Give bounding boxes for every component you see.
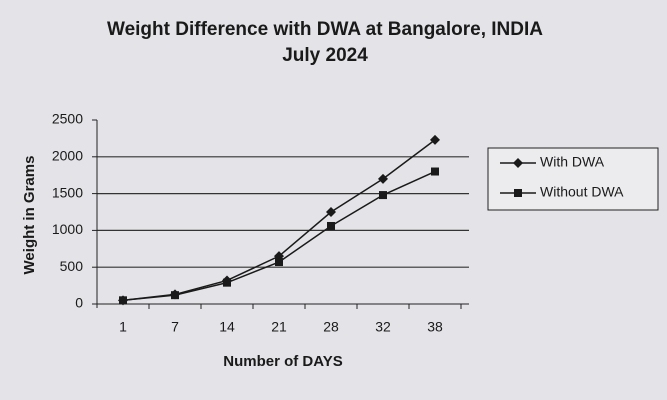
marker bbox=[514, 189, 522, 197]
y-tick-label: 1000 bbox=[52, 221, 83, 237]
y-tick-label: 2500 bbox=[52, 111, 83, 127]
x-tick-label: 21 bbox=[271, 319, 287, 335]
marker bbox=[326, 207, 336, 217]
marker bbox=[431, 167, 439, 176]
marker bbox=[430, 134, 440, 145]
y-tick-label: 1500 bbox=[52, 184, 83, 200]
marker bbox=[171, 291, 179, 300]
marker bbox=[223, 278, 231, 287]
chart-title: Weight Difference with DWA at Bangalore,… bbox=[107, 19, 543, 40]
x-axis-title: Number of DAYS bbox=[223, 353, 342, 370]
marker bbox=[119, 296, 127, 305]
marker bbox=[275, 258, 283, 267]
x-tick-label: 28 bbox=[323, 319, 339, 335]
chart-subtitle: July 2024 bbox=[282, 45, 368, 66]
marker bbox=[378, 173, 388, 184]
marker bbox=[327, 221, 335, 230]
y-tick-label: 2000 bbox=[52, 148, 83, 164]
legend-label: Without DWA bbox=[540, 184, 624, 200]
x-tick-label: 7 bbox=[171, 319, 179, 335]
y-tick-label: 500 bbox=[60, 258, 84, 274]
marker bbox=[379, 191, 387, 200]
y-axis-title: Weight in Grams bbox=[21, 156, 38, 275]
legend-box bbox=[487, 147, 659, 211]
x-tick-label: 38 bbox=[427, 319, 443, 335]
legend-label: With DWA bbox=[540, 154, 605, 170]
y-tick-label: 0 bbox=[75, 295, 83, 311]
x-tick-label: 32 bbox=[375, 319, 391, 335]
x-tick-label: 14 bbox=[219, 319, 235, 335]
marker bbox=[513, 158, 523, 168]
x-tick-label: 1 bbox=[119, 319, 127, 335]
